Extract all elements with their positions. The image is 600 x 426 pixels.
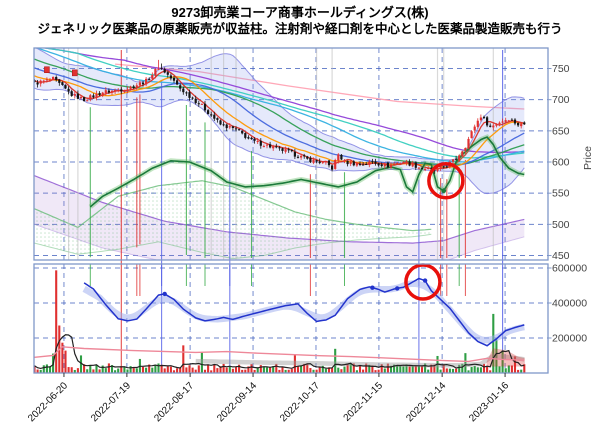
svg-text:2022-10-17: 2022-10-17 (278, 380, 322, 424)
svg-text:2022-07-19: 2022-07-19 (89, 380, 133, 424)
svg-text:2022-11-15: 2022-11-15 (342, 380, 386, 424)
svg-text:500: 500 (552, 219, 570, 231)
svg-text:450: 450 (552, 250, 570, 262)
annotation-circle-price (427, 161, 465, 200)
svg-text:200000: 200000 (552, 333, 587, 345)
svg-text:650: 650 (552, 125, 570, 137)
svg-text:700: 700 (552, 94, 570, 106)
svg-text:2022-12-14: 2022-12-14 (404, 380, 448, 424)
svg-text:2022-06-20: 2022-06-20 (26, 380, 70, 424)
svg-text:2022-09-14: 2022-09-14 (215, 380, 259, 424)
svg-text:600000: 600000 (552, 263, 587, 275)
event-markers (44, 66, 78, 77)
svg-text:550: 550 (552, 188, 570, 200)
svg-text:2023-01-16: 2023-01-16 (467, 380, 511, 424)
date-axis: 2022-06-20 2022-07-19 2022-08-17 2022-09-14… (26, 373, 512, 424)
svg-text:750: 750 (552, 63, 570, 75)
svg-text:600: 600 (552, 157, 570, 169)
svg-text:Price: Price (582, 146, 594, 170)
green-ribbon (88, 134, 525, 209)
svg-text:2022-08-17: 2022-08-17 (152, 380, 196, 424)
annotation-circle-volume (404, 263, 442, 301)
chart-title: 9273卸売業コーア商事ホールディングス(株) (171, 5, 429, 20)
volume-bars (34, 270, 526, 373)
gridlines (34, 48, 548, 373)
axes (33, 47, 549, 374)
chart-subtitle: ジェネリック医薬品の原薬販売が収益柱。注射剤や経口剤を中心とした医薬品製造販売も… (37, 22, 563, 36)
price-axis: 750 700 650 600 550 500 450 Price (548, 63, 594, 262)
volume-axis: 600000 400000 200000 (548, 263, 587, 345)
pink-trend-line (115, 63, 525, 110)
volume-overlays (34, 277, 525, 370)
svg-text:400000: 400000 (552, 298, 587, 310)
